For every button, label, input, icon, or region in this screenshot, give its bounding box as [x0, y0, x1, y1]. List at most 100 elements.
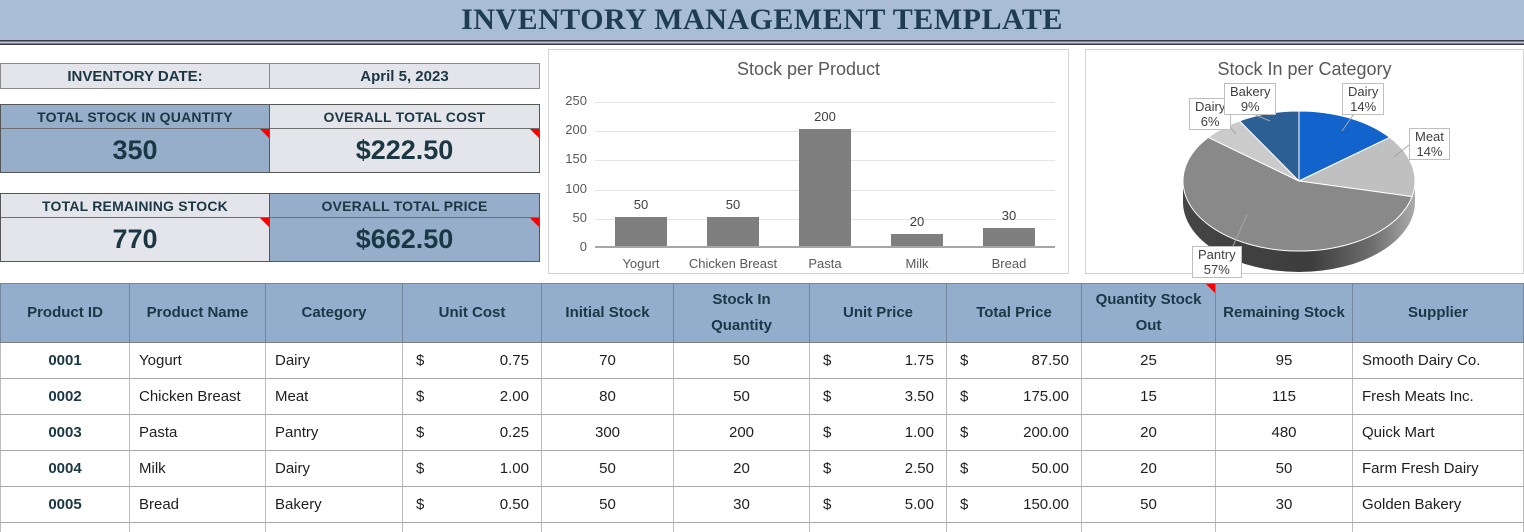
overall-total-price-value[interactable]: $662.50 — [270, 218, 539, 261]
cell-0002-product-name[interactable]: Chicken Breast — [130, 379, 266, 415]
empty-cell-category[interactable] — [266, 523, 403, 532]
header-cell-supplier[interactable]: Supplier — [1353, 283, 1524, 343]
cell-0002-category[interactable]: Meat — [266, 379, 403, 415]
total-remaining-stock-label[interactable]: TOTAL REMAINING STOCK — [1, 194, 269, 218]
cell-0004-initial-stock[interactable]: 50 — [542, 451, 674, 487]
cell-0002-total-price[interactable]: $175.00 — [947, 379, 1082, 415]
cell-0004-stock-in-quantity[interactable]: 20 — [674, 451, 810, 487]
cell-0004-unit-price[interactable]: $2.50 — [810, 451, 947, 487]
cell-0003-category[interactable]: Pantry — [266, 415, 403, 451]
total-stock-in-quantity-value[interactable]: 350 — [1, 129, 269, 172]
pie-leader-line-meat — [1393, 144, 1410, 158]
cell-0001-product-id[interactable]: 0001 — [0, 343, 130, 379]
empty-cell-initial-stock[interactable] — [542, 523, 674, 532]
bar-group-pasta: 200 Pasta — [779, 102, 871, 271]
pie-label-bakery-9%: Bakery 9% — [1224, 83, 1277, 115]
cell-0004-supplier[interactable]: Farm Fresh Dairy — [1353, 451, 1524, 487]
cell-0005-product-id[interactable]: 0005 — [0, 487, 130, 523]
cell-0002-initial-stock[interactable]: 80 — [542, 379, 674, 415]
empty-cell-supplier[interactable] — [1353, 523, 1524, 532]
header-cell-remaining-stock[interactable]: Remaining Stock — [1216, 283, 1353, 343]
header-cell-unit-price[interactable]: Unit Price — [810, 283, 947, 343]
pie-leader-line-pantry — [1232, 214, 1248, 247]
cell-0002-unit-cost[interactable]: $2.00 — [403, 379, 542, 415]
empty-cell-stock-in-quantity[interactable] — [674, 523, 810, 532]
inventory-date-value-cell[interactable]: April 5, 2023 — [270, 63, 540, 89]
cell-0004-product-id[interactable]: 0004 — [0, 451, 130, 487]
cell-0004-product-name[interactable]: Milk — [130, 451, 266, 487]
empty-cell-product-name[interactable] — [130, 523, 266, 532]
header-cell-total-price[interactable]: Total Price — [947, 283, 1082, 343]
empty-cell-quantity-stock-out[interactable] — [1082, 523, 1216, 532]
cell-0003-supplier[interactable]: Quick Mart — [1353, 415, 1524, 451]
bar-group-yogurt: 50 Yogurt — [595, 102, 687, 271]
empty-cell-unit-cost[interactable] — [403, 523, 542, 532]
cell-0002-quantity-stock-out[interactable]: 15 — [1082, 379, 1216, 415]
cell-0002-remaining-stock[interactable]: 115 — [1216, 379, 1353, 415]
header-cell-category[interactable]: Category — [266, 283, 403, 343]
cell-0002-stock-in-quantity[interactable]: 50 — [674, 379, 810, 415]
cell-0003-initial-stock[interactable]: 300 — [542, 415, 674, 451]
total-remaining-stock-value[interactable]: 770 — [1, 218, 269, 261]
cell-0001-supplier[interactable]: Smooth Dairy Co. — [1353, 343, 1524, 379]
cell-0003-product-name[interactable]: Pasta — [130, 415, 266, 451]
comment-marker-icon — [260, 218, 269, 227]
empty-cell-product-id[interactable] — [0, 523, 130, 532]
cell-0003-stock-in-quantity[interactable]: 200 — [674, 415, 810, 451]
cell-0003-unit-cost[interactable]: $0.25 — [403, 415, 542, 451]
total-stock-in-quantity-label[interactable]: TOTAL STOCK IN QUANTITY — [1, 105, 269, 129]
pie-leader-line-dairy — [1341, 113, 1355, 132]
cell-0005-category[interactable]: Bakery — [266, 487, 403, 523]
cell-0005-total-price[interactable]: $150.00 — [947, 487, 1082, 523]
header-cell-product-name[interactable]: Product Name — [130, 283, 266, 343]
cell-0003-remaining-stock[interactable]: 480 — [1216, 415, 1353, 451]
cell-0005-supplier[interactable]: Golden Bakery — [1353, 487, 1524, 523]
overall-total-cost-value[interactable]: $222.50 — [270, 129, 539, 172]
cell-0005-quantity-stock-out[interactable]: 50 — [1082, 487, 1216, 523]
cell-0001-stock-in-quantity[interactable]: 50 — [674, 343, 810, 379]
cell-0005-unit-price[interactable]: $5.00 — [810, 487, 947, 523]
cell-0003-unit-price[interactable]: $1.00 — [810, 415, 947, 451]
cell-0001-unit-price[interactable]: $1.75 — [810, 343, 947, 379]
cell-0001-unit-cost[interactable]: $0.75 — [403, 343, 542, 379]
cell-0001-category[interactable]: Dairy — [266, 343, 403, 379]
cell-0005-initial-stock[interactable]: 50 — [542, 487, 674, 523]
cell-0004-total-price[interactable]: $50.00 — [947, 451, 1082, 487]
header-cell-initial-stock[interactable]: Initial Stock — [542, 283, 674, 343]
empty-cell-unit-price[interactable] — [810, 523, 947, 532]
cell-0003-quantity-stock-out[interactable]: 20 — [1082, 415, 1216, 451]
cell-0005-product-name[interactable]: Bread — [130, 487, 266, 523]
header-cell-unit-cost[interactable]: Unit Cost — [403, 283, 542, 343]
cell-0004-quantity-stock-out[interactable]: 20 — [1082, 451, 1216, 487]
cell-0001-quantity-stock-out[interactable]: 25 — [1082, 343, 1216, 379]
empty-cell-total-price[interactable] — [947, 523, 1082, 532]
header-cell-stock-in-quantity[interactable]: Stock In Quantity — [674, 283, 810, 343]
overall-total-price-label[interactable]: OVERALL TOTAL PRICE — [270, 194, 539, 218]
header-cell-quantity-stock-out[interactable]: Quantity Stock Out — [1082, 283, 1216, 343]
comment-marker-icon — [1206, 284, 1215, 293]
pie-chart[interactable]: Stock In per Category Dairy 14% Meat 14% Pan… — [1085, 49, 1524, 278]
cell-0003-product-id[interactable]: 0003 — [0, 415, 130, 451]
cell-0004-unit-cost[interactable]: $1.00 — [403, 451, 542, 487]
cell-0004-category[interactable]: Dairy — [266, 451, 403, 487]
cell-0001-remaining-stock[interactable]: 95 — [1216, 343, 1353, 379]
table-row-0004: 0004 Milk Dairy $1.00 50 20 $2.50 $50.00 20 50 Far… — [0, 451, 1524, 487]
bar-chart[interactable]: Stock per Product 0 50 100 150 200 250 50 Yogur… — [548, 49, 1069, 274]
cell-0005-unit-cost[interactable]: $0.50 — [403, 487, 542, 523]
header-cell-product-id[interactable]: Product ID — [0, 283, 130, 343]
cell-0002-product-id[interactable]: 0002 — [0, 379, 130, 415]
cell-0001-product-name[interactable]: Yogurt — [130, 343, 266, 379]
cell-0004-remaining-stock[interactable]: 50 — [1216, 451, 1353, 487]
cell-0003-total-price[interactable]: $200.00 — [947, 415, 1082, 451]
cell-0001-total-price[interactable]: $87.50 — [947, 343, 1082, 379]
cell-0002-unit-price[interactable]: $3.50 — [810, 379, 947, 415]
overall-total-cost-label[interactable]: OVERALL TOTAL COST — [270, 105, 539, 129]
title-bar: INVENTORY MANAGEMENT TEMPLATE — [0, 0, 1524, 40]
cell-0001-initial-stock[interactable]: 70 — [542, 343, 674, 379]
amount: 50.00 — [1031, 460, 1069, 477]
cell-0005-stock-in-quantity[interactable]: 30 — [674, 487, 810, 523]
inventory-date-label-cell[interactable]: INVENTORY DATE: — [0, 63, 270, 89]
cell-0005-remaining-stock[interactable]: 30 — [1216, 487, 1353, 523]
empty-cell-remaining-stock[interactable] — [1216, 523, 1353, 532]
cell-0002-supplier[interactable]: Fresh Meats Inc. — [1353, 379, 1524, 415]
